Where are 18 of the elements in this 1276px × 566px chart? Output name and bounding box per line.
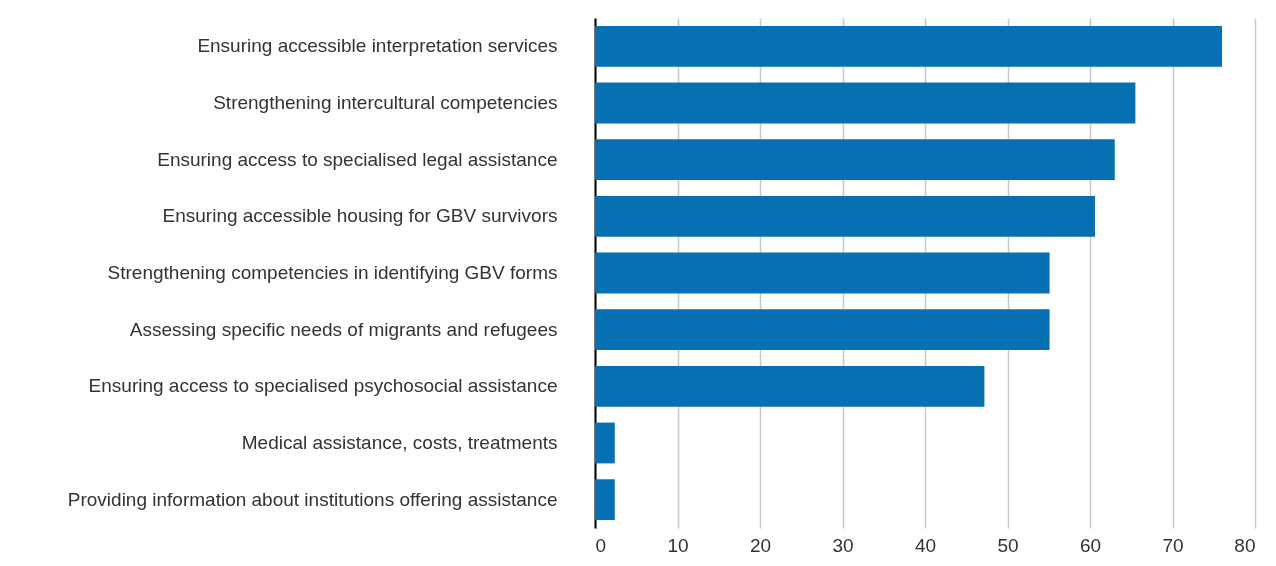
x-tick-label: 0 xyxy=(595,534,607,556)
y-tick-label: Assessing specific needs of migrants and refugees xyxy=(129,318,558,340)
y-tick-label: Ensuring access to specialised legal assistance xyxy=(157,148,558,170)
x-tick-label: 80 xyxy=(1234,534,1256,556)
y-tick-label: Ensuring accessible interpretation services xyxy=(197,35,558,57)
x-tick-label: 20 xyxy=(749,534,772,556)
y-tick-label: Strengthening competencies in identifying GBV forms xyxy=(107,262,558,283)
x-tick-label: 30 xyxy=(832,534,854,556)
y-tick-label: Providing information about institutions offering assistance xyxy=(67,488,558,510)
x-tick-label: 60 xyxy=(1079,534,1102,556)
y-tick-label: Ensuring access to specialised psychosocial assistance xyxy=(88,375,558,397)
y-tick-label: Ensuring accessible housing for GBV survivors xyxy=(162,205,558,227)
x-tick-label: 50 xyxy=(997,534,1019,556)
x-tick-label: 40 xyxy=(914,534,937,556)
x-tick-label: 10 xyxy=(667,534,689,556)
y-tick-label: Medical assistance, costs, treatments xyxy=(241,432,558,453)
x-tick-label: 70 xyxy=(1162,534,1184,556)
y-tick-label: Strengthening intercultural competencies xyxy=(213,92,558,113)
